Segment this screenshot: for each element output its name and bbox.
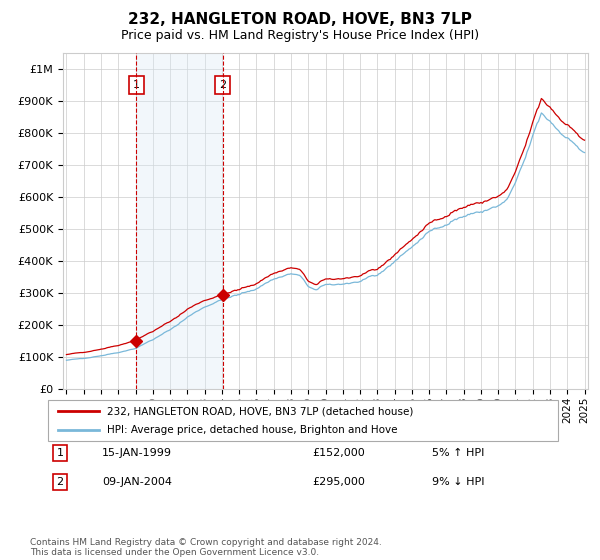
Text: 2: 2 <box>56 477 64 487</box>
Text: 1: 1 <box>133 80 140 90</box>
Text: 232, HANGLETON ROAD, HOVE, BN3 7LP (detached house): 232, HANGLETON ROAD, HOVE, BN3 7LP (deta… <box>107 407 413 416</box>
Text: £152,000: £152,000 <box>312 448 365 458</box>
Text: 5% ↑ HPI: 5% ↑ HPI <box>432 448 484 458</box>
Text: 09-JAN-2004: 09-JAN-2004 <box>102 477 172 487</box>
Text: 9% ↓ HPI: 9% ↓ HPI <box>432 477 485 487</box>
Text: Price paid vs. HM Land Registry's House Price Index (HPI): Price paid vs. HM Land Registry's House … <box>121 29 479 42</box>
Text: 1: 1 <box>56 448 64 458</box>
Text: £295,000: £295,000 <box>312 477 365 487</box>
Text: 15-JAN-1999: 15-JAN-1999 <box>102 448 172 458</box>
Text: 2: 2 <box>219 80 226 90</box>
Text: HPI: Average price, detached house, Brighton and Hove: HPI: Average price, detached house, Brig… <box>107 425 397 435</box>
Bar <box>136 53 223 389</box>
Text: 232, HANGLETON ROAD, HOVE, BN3 7LP: 232, HANGLETON ROAD, HOVE, BN3 7LP <box>128 12 472 27</box>
Text: Contains HM Land Registry data © Crown copyright and database right 2024.
This d: Contains HM Land Registry data © Crown c… <box>30 538 382 557</box>
